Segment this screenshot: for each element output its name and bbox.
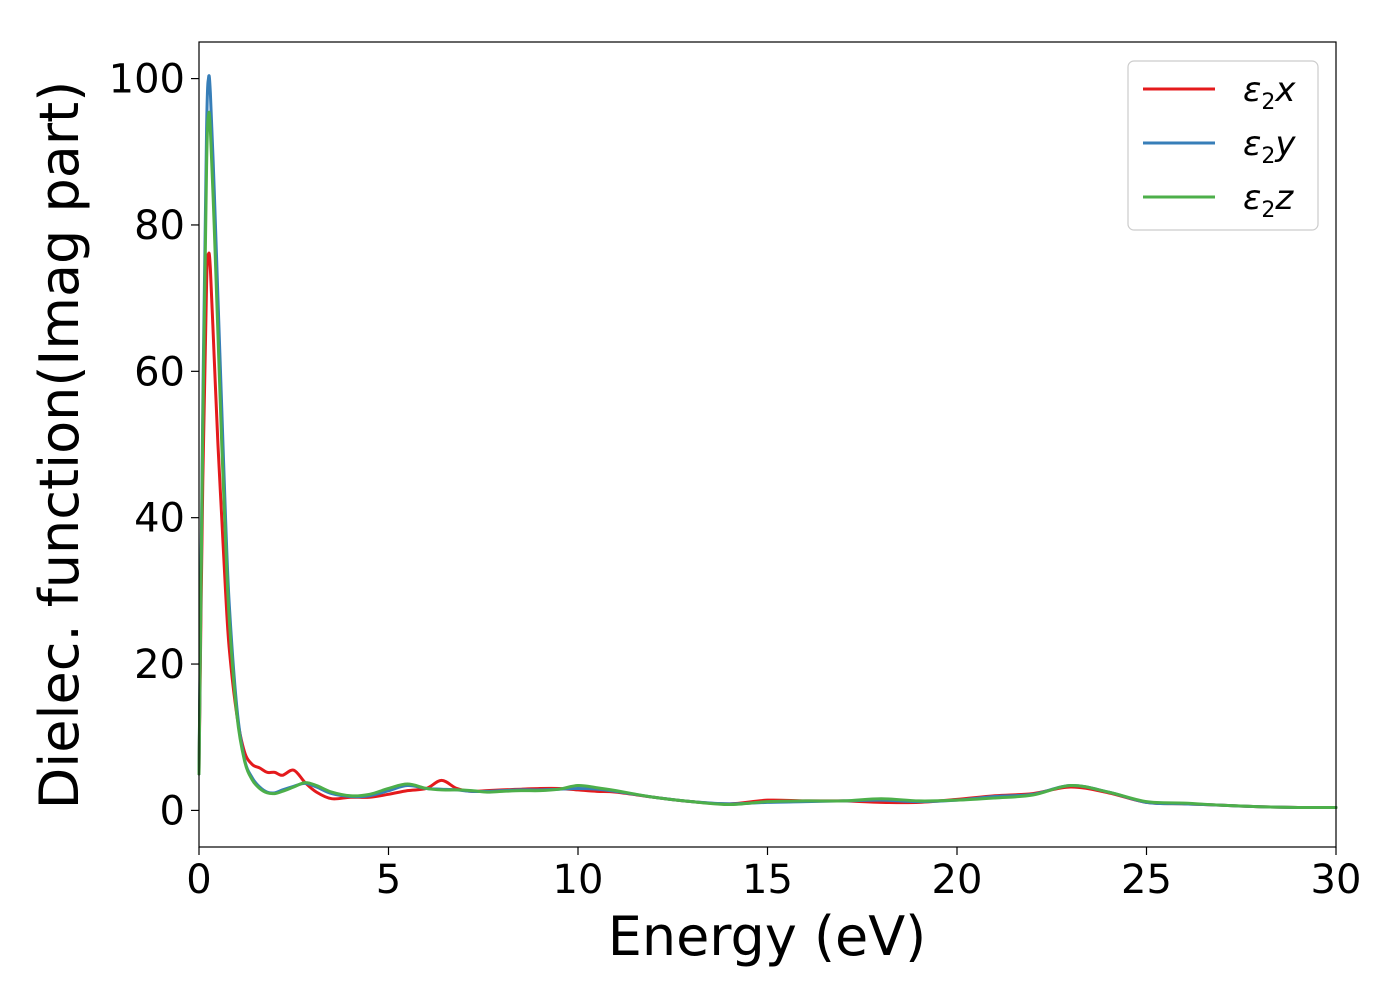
legend-label-x: ε2x	[1243, 70, 1296, 115]
x-tick-label: 5	[376, 857, 401, 903]
y-tick-label: 100	[109, 57, 185, 103]
x-tick-label: 0	[186, 857, 211, 903]
x-tick-label: 25	[1121, 857, 1172, 903]
y-tick-label: 80	[134, 203, 185, 249]
x-axis: 0 5 10 15 20 25 30	[186, 847, 1361, 903]
x-axis-label: Energy (eV)	[608, 905, 927, 968]
x-tick-label: 20	[932, 857, 983, 903]
legend: ε2x ε2y ε2z	[1127, 60, 1319, 231]
x-tick-label: 30	[1311, 857, 1362, 903]
y-axis: 0 20 40 60 80 100	[109, 57, 199, 834]
y-tick-label: 60	[134, 349, 185, 395]
legend-label-y: ε2y	[1243, 124, 1296, 169]
y-axis-label: Dielec. function(Imag part)	[28, 81, 91, 810]
x-tick-label: 15	[742, 857, 793, 903]
series-layer	[197, 74, 1338, 810]
y-tick-label: 0	[160, 788, 185, 834]
legend-label-z: ε2z	[1243, 178, 1294, 223]
x-tick-label: 10	[553, 857, 604, 903]
y-tick-label: 40	[134, 496, 185, 542]
legend-box	[1127, 60, 1319, 231]
series-line-z	[197, 110, 1338, 810]
y-tick-label: 20	[134, 642, 185, 688]
